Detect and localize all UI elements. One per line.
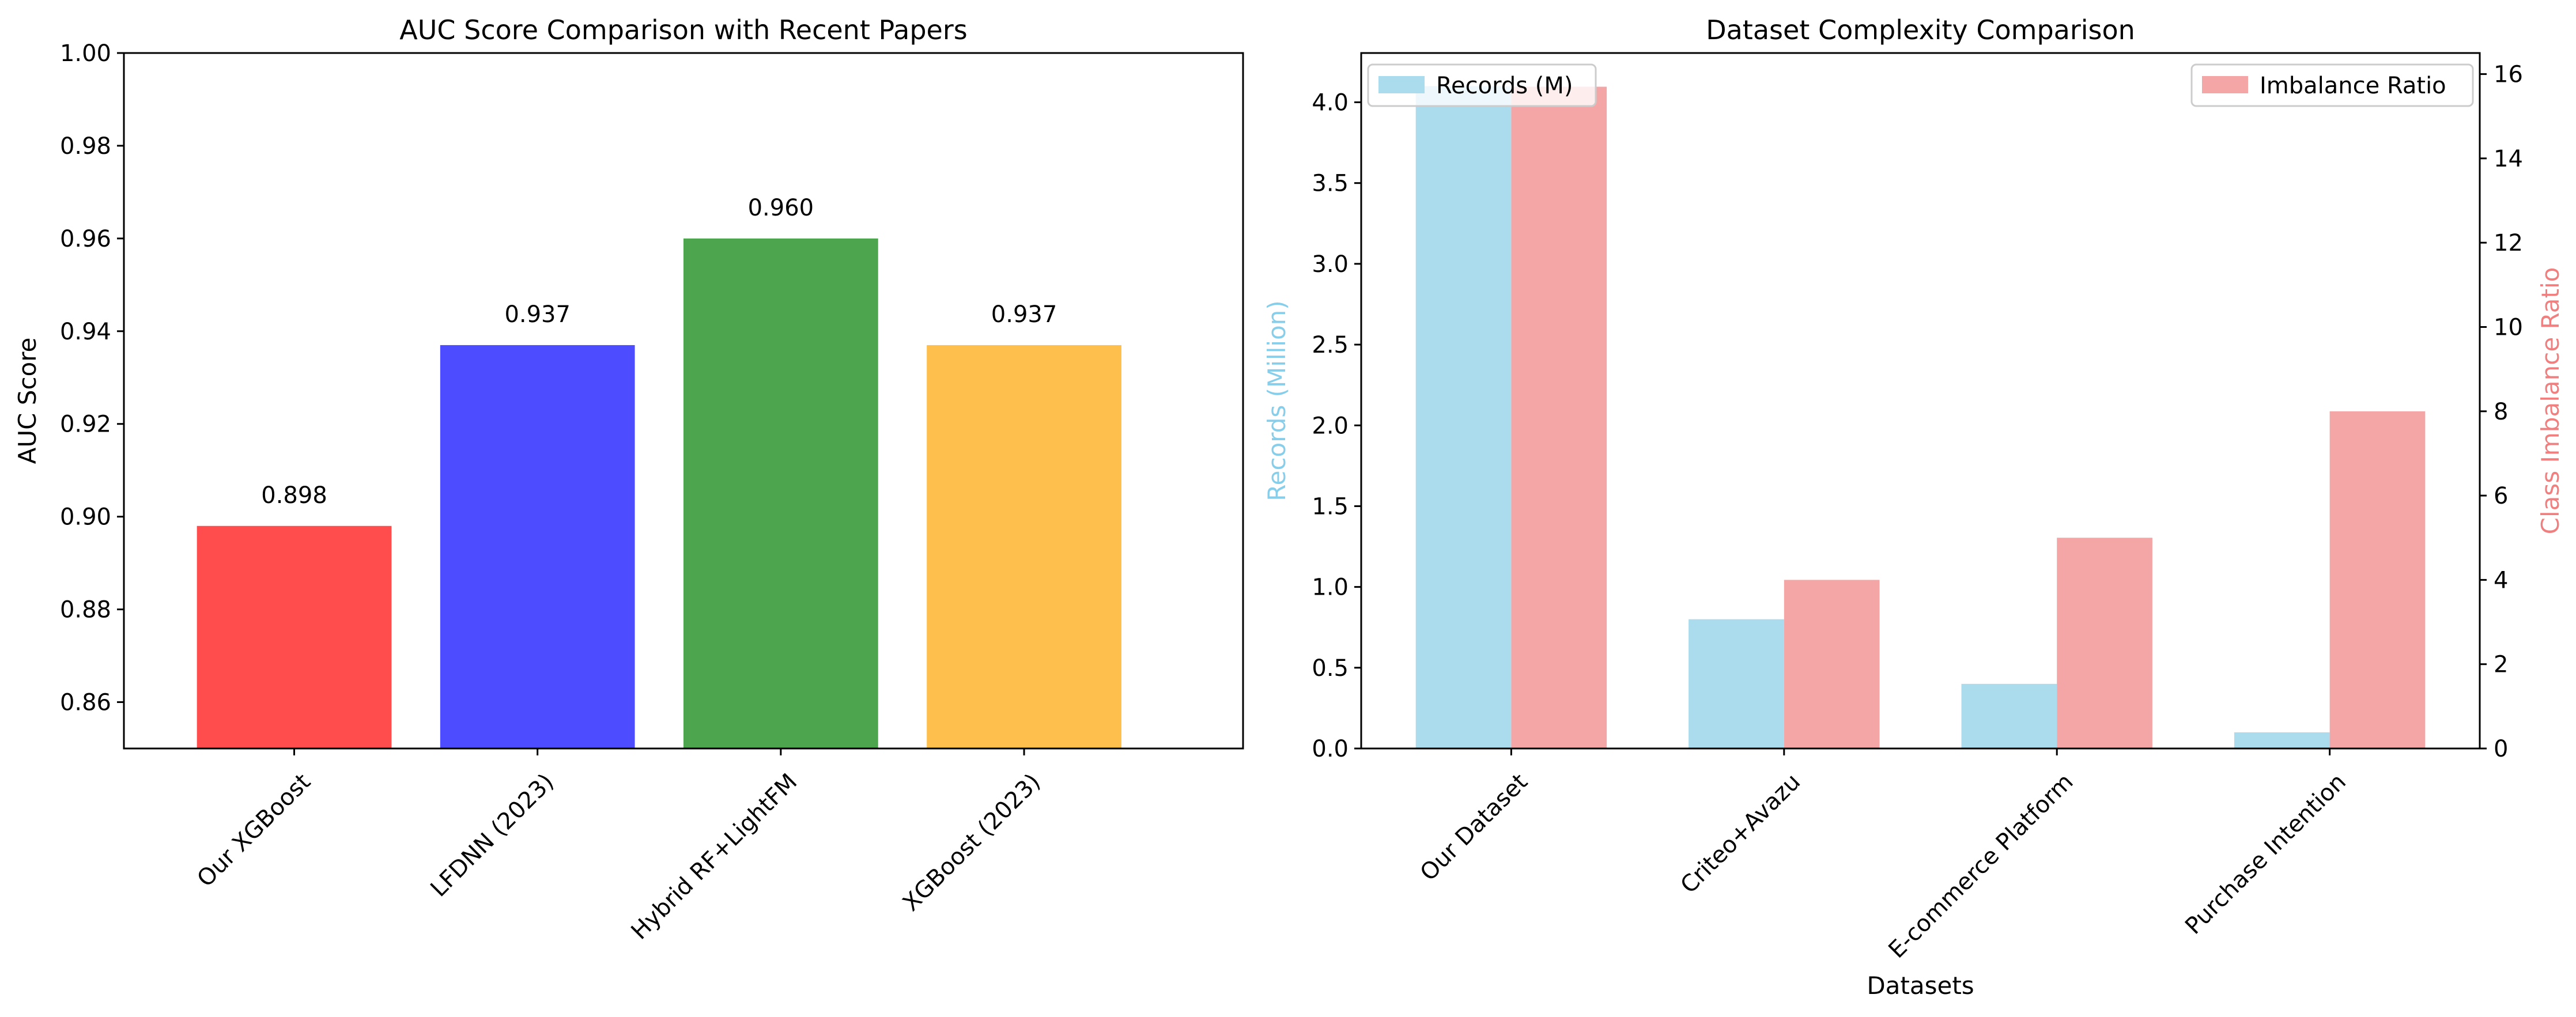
y-tick-label-left: 1.5 [1312, 493, 1349, 520]
y-tick-label: 1.00 [60, 40, 111, 67]
bar-records [1689, 619, 1784, 748]
data-label: 0.960 [748, 195, 814, 221]
data-label: 0.937 [504, 301, 571, 328]
y-tick-label: 0.90 [60, 504, 111, 531]
y-tick-label-right: 10 [2494, 314, 2523, 341]
bar-imbalance [2057, 538, 2152, 748]
y-tick-label: 0.96 [60, 226, 111, 252]
bar-our-xgboost [197, 525, 392, 748]
legend-box [1367, 63, 1597, 107]
legend-label: Imbalance Ratio [2260, 73, 2446, 99]
bar-imbalance [1511, 86, 1607, 748]
legend-swatch [2202, 76, 2248, 93]
y-tick-label-left: 4.0 [1312, 90, 1349, 116]
x-tick-label: Purchase Intention [2180, 769, 2351, 940]
x-tick-label: E-commerce Platform [1883, 769, 2078, 963]
data-label: 0.898 [261, 482, 327, 509]
legend-imbalance: Imbalance Ratio [2190, 63, 2474, 107]
y-tick-label-left: 0.0 [1312, 736, 1349, 762]
legend-label: Records (M) [1436, 73, 1573, 99]
data-label: 0.937 [991, 301, 1057, 328]
y-tick-label-right: 14 [2494, 146, 2523, 172]
y-axis-label-left: Records (Million) [1263, 300, 1291, 501]
x-tick-label: Hybrid RF+LightFM [626, 769, 803, 945]
y-tick-label: 0.98 [60, 133, 111, 160]
bar-xgboost-2023- [927, 345, 1121, 748]
y-tick-label: 0.86 [60, 690, 111, 716]
x-tick-label: XGBoost (2023) [898, 769, 1046, 917]
y-tick-label-left: 3.0 [1312, 251, 1349, 278]
y-tick-label: 0.88 [60, 597, 111, 623]
y-axis-label-right: Class Imbalance Ratio [2536, 267, 2564, 535]
plot-frame [123, 52, 1244, 750]
bar-records [1961, 683, 2057, 748]
y-tick-label-right: 4 [2494, 567, 2508, 593]
y-tick-label-left: 2.5 [1312, 332, 1349, 358]
auc-chart: 0.898 Our XGBoost 0.937 LFDNN (2023) 0.960 Hy… [13, 14, 1244, 945]
legend-records: Records (M) [1367, 63, 1597, 107]
y-tick-label: 0.92 [60, 411, 111, 438]
y-tick-label: 0.94 [60, 319, 111, 345]
y-tick-label-right: 0 [2494, 736, 2508, 762]
y-tick-label-left: 3.5 [1312, 171, 1349, 197]
y-tick-label-right: 12 [2494, 230, 2523, 256]
bar-records [2234, 732, 2330, 748]
chart-title: AUC Score Comparison with Recent Papers [399, 14, 967, 46]
x-tick-label: Our Dataset [1415, 769, 1533, 886]
complexity-chart: Our Dataset Criteo+Avazu E-commerce Platfo… [1263, 14, 2564, 1000]
x-tick-label: LFDNN (2023) [425, 769, 559, 902]
plot-frame [1360, 52, 2481, 750]
bar-hybrid-rf-lightfm [683, 238, 878, 748]
chart-title: Dataset Complexity Comparison [1706, 14, 2135, 46]
bar-lfdnn-2023- [440, 345, 635, 748]
y-tick-label-right: 2 [2494, 652, 2508, 678]
bar-imbalance [2329, 411, 2426, 748]
y-axis-label: AUC Score [13, 338, 41, 464]
x-tick-label: Our XGBoost [192, 769, 315, 892]
y-tick-label-right: 16 [2494, 62, 2523, 88]
y-tick-label-left: 1.0 [1312, 574, 1349, 601]
x-tick-label: Criteo+Avazu [1675, 769, 1806, 899]
x-axis-label: Datasets [1867, 971, 1974, 1000]
legend-box [2190, 63, 2474, 107]
y-tick-label-right: 6 [2494, 483, 2508, 509]
legend-swatch [1378, 76, 1425, 93]
bar-imbalance [1784, 580, 1880, 748]
y-tick-label-right: 8 [2494, 399, 2508, 425]
y-tick-label-left: 2.0 [1312, 413, 1349, 439]
y-tick-label-left: 0.5 [1312, 655, 1349, 682]
bar-records [1415, 86, 1512, 748]
